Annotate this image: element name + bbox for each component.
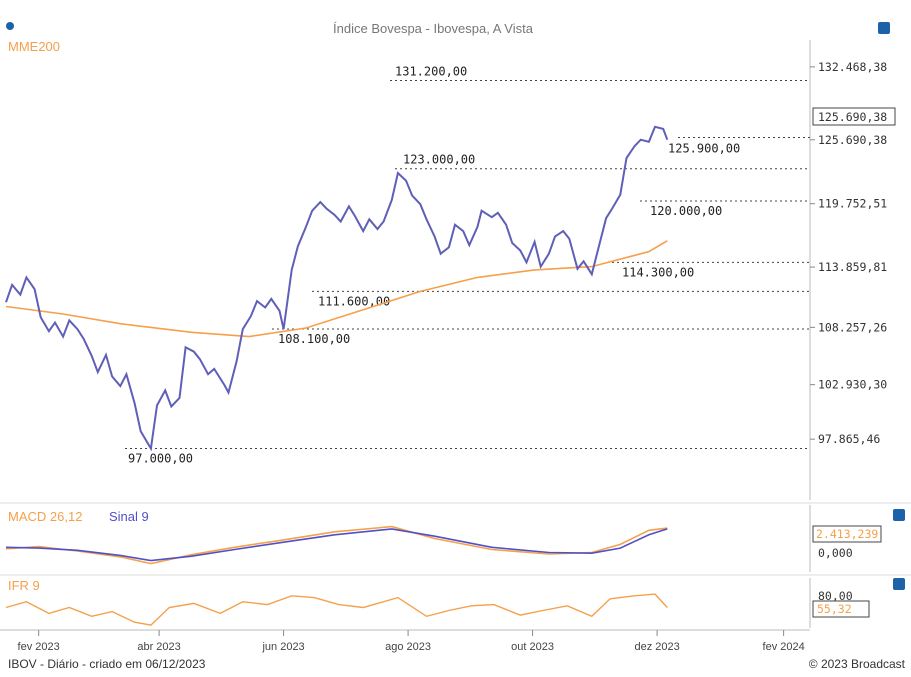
level-label: 108.100,00 [278,332,350,346]
level-label: 131.200,00 [395,65,467,79]
level-label: 114.300,00 [622,265,694,279]
x-tick-label: fev 2023 [18,641,60,653]
macd-line [5,525,668,565]
ifr-settings-icon[interactable] [893,578,905,590]
y-tick-label: 102.930,30 [818,378,887,392]
price-line [5,125,669,452]
level-label: 125.900,00 [668,142,740,156]
y-tick-label: 125.690,38 [818,133,887,147]
macd-settings-icon[interactable] [893,509,905,521]
x-tick-label: fev 2024 [763,641,805,653]
ifr-label: IFR 9 [8,578,40,593]
mme200-label: MME200 [8,39,60,54]
ifr-value-box [812,600,870,618]
x-tick-label: out 2023 [511,641,554,653]
menu-dot-icon[interactable] [6,22,14,30]
x-tick-label: dez 2023 [634,641,679,653]
macd-signal-label: Sinal 9 [109,509,149,524]
level-label: 111.600,00 [318,294,390,308]
current-value-box [812,107,896,126]
level-label: 97.000,00 [128,451,193,465]
level-label: 123.000,00 [403,153,475,167]
macd-current-value: 2.413,239 [816,527,878,541]
ifr-line [5,593,668,626]
x-tick-label: ago 2023 [385,641,431,653]
chart-settings-icon[interactable] [878,22,890,34]
x-tick-label: jun 2023 [261,641,304,653]
y-tick-label: 132.468,38 [818,60,887,74]
macd-label: MACD 26,12 [8,509,82,524]
level-label: 120.000,00 [650,204,722,218]
y-tick-label: 108.257,26 [818,320,887,334]
macd-value-box [812,525,882,543]
y-tick-label: 97.865,46 [818,432,880,446]
macd-zero-tick: 0,000 [818,546,853,560]
current-value: 125.690,38 [818,110,887,124]
y-tick-label: 119.752,51 [818,197,887,211]
mme200-line [5,240,668,338]
y-tick-label: 113.859,81 [818,260,887,274]
ifr-current-value: 55,32 [817,602,852,616]
chart-title: Índice Bovespa - Ibovespa, A Vista [333,21,534,36]
footer-right: © 2023 Broadcast [809,657,906,671]
ifr-80-tick: 80,00 [818,589,853,603]
signal-line [5,528,668,562]
footer-left: IBOV - Diário - criado em 06/12/2023 [8,657,206,671]
x-tick-label: abr 2023 [137,641,180,653]
